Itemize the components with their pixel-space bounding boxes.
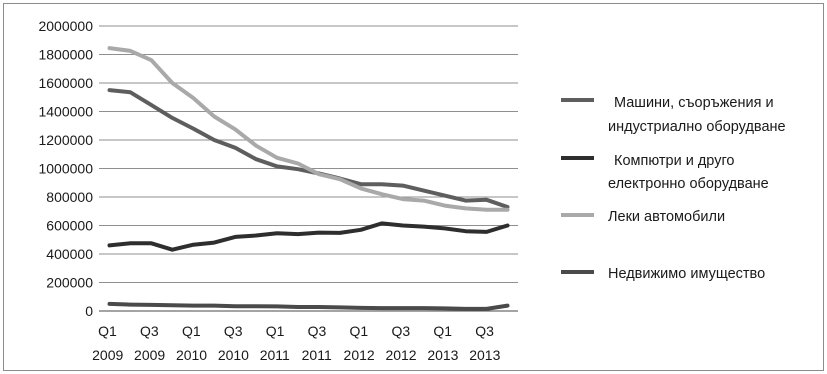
x-tick-year: 2012	[385, 347, 416, 363]
x-tick-year: 2013	[427, 347, 458, 363]
legend-label: Машини, съоръжения и	[614, 95, 774, 111]
x-tick-label: Q1 2010	[176, 323, 207, 363]
x-tick-quarter: Q3	[475, 323, 494, 339]
x-tick-label: Q3 2012	[385, 323, 416, 363]
legend-entry-2: Компютри и друго електронно оборудване	[561, 153, 769, 192]
x-tick-label: Q3 2013	[469, 323, 500, 363]
series-lines	[107, 46, 510, 311]
legend-entry-3: Леки автомобили	[561, 209, 725, 225]
y-tick-label: 0	[85, 303, 93, 319]
legend: Машини, съоръжения и индустриално оборудв…	[561, 95, 786, 282]
x-tick-quarter: Q3	[224, 323, 243, 339]
legend-label: Недвижимо имущество	[608, 266, 765, 282]
x-tick-label: Q1 2013	[427, 323, 458, 363]
y-tick-label: 1800000	[38, 47, 93, 63]
legend-entry-1: Машини, съоръжения и индустриално оборудв…	[561, 95, 786, 135]
y-tick-label: 1000000	[38, 161, 93, 177]
y-tick-label: 400000	[46, 246, 93, 262]
series-line-1	[107, 88, 510, 209]
x-tick-quarter: Q1	[182, 323, 201, 339]
series-line-3	[107, 46, 510, 212]
x-tick-quarter: Q3	[308, 323, 327, 339]
y-tick-label: 2000000	[38, 18, 93, 34]
legend-label: Леки автомобили	[608, 209, 725, 225]
y-tick-label: 200000	[46, 275, 93, 291]
x-tick-year: 2009	[92, 347, 123, 363]
x-tick-label: Q3 2010	[218, 323, 249, 363]
x-tick-year: 2010	[176, 347, 207, 363]
x-tick-year: 2010	[218, 347, 249, 363]
y-tick-label: 1200000	[38, 132, 93, 148]
series-line-4	[107, 301, 510, 311]
y-tick-label: 800000	[46, 189, 93, 205]
series-line-2	[107, 221, 510, 252]
y-axis-tick-labels: 0 200000 400000 600000 800000 1000000 1200000 1…	[38, 18, 93, 319]
x-axis-tick-labels: Q1 2009 Q3 2009 Q1 2010 Q3 2010 Q1 2011 Q3 2011 Q1 20…	[92, 323, 500, 363]
x-tick-label: Q1 2012	[344, 323, 375, 363]
legend-label: индустриално оборудване	[608, 119, 786, 135]
x-tick-quarter: Q3	[140, 323, 159, 339]
x-tick-label: Q3 2009	[134, 323, 165, 363]
x-tick-label: Q1 2011	[260, 323, 290, 363]
x-tick-year: 2013	[469, 347, 500, 363]
x-tick-quarter: Q1	[98, 323, 117, 339]
x-tick-quarter: Q3	[391, 323, 410, 339]
x-tick-label: Q1 2009	[92, 323, 123, 363]
legend-label: електронно оборудване	[608, 176, 769, 192]
legend-entry-4: Недвижимо имущество	[561, 266, 765, 282]
x-tick-year: 2009	[134, 347, 165, 363]
gridlines	[99, 25, 518, 283]
line-chart: 0 200000 400000 600000 800000 1000000 1200000 1…	[38, 18, 786, 363]
x-tick-quarter: Q1	[433, 323, 452, 339]
y-tick-label: 1600000	[38, 75, 93, 91]
x-tick-quarter: Q1	[350, 323, 369, 339]
x-tick-label: Q3 2011	[302, 323, 332, 363]
chart-frame: 0 200000 400000 600000 800000 1000000 1200000 1…	[3, 3, 824, 371]
y-tick-label: 1400000	[38, 104, 93, 120]
x-tick-year: 2011	[302, 347, 332, 363]
x-tick-quarter: Q1	[266, 323, 285, 339]
legend-label: Компютри и друго	[614, 153, 735, 169]
x-tick-year: 2012	[344, 347, 375, 363]
y-tick-label: 600000	[46, 218, 93, 234]
x-tick-year: 2011	[260, 347, 290, 363]
